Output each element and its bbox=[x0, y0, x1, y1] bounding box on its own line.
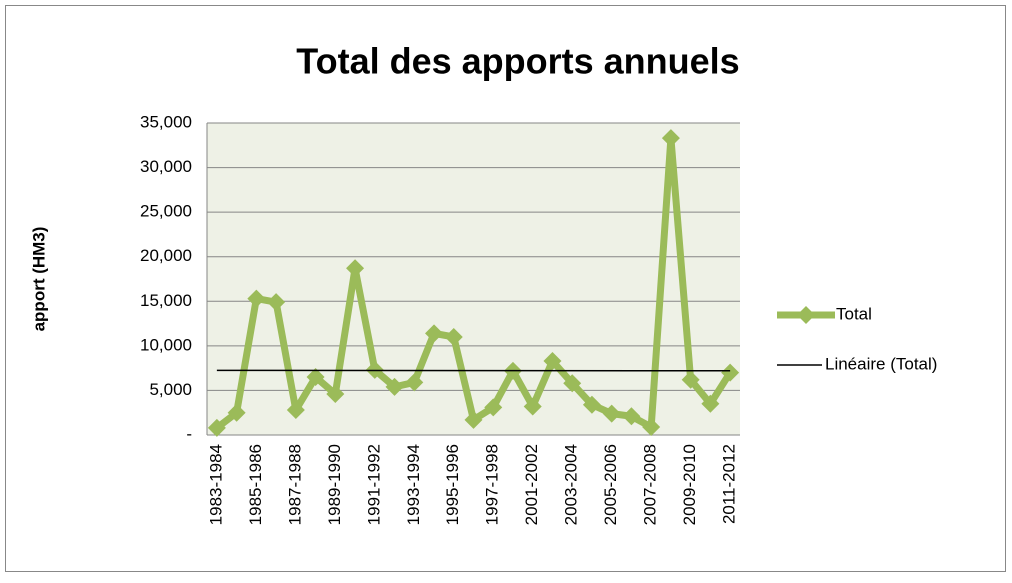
y-tick-label: 5,000 bbox=[149, 380, 192, 399]
x-tick-label: 1989-1990 bbox=[325, 444, 344, 525]
x-tick-label: 2003-2004 bbox=[562, 444, 581, 525]
x-tick-label: 2007-2008 bbox=[641, 444, 660, 525]
x-tick-label: 2011-2012 bbox=[720, 444, 739, 524]
x-tick-label: 1997-1998 bbox=[483, 444, 502, 525]
y-tick-label: - bbox=[186, 424, 192, 443]
chart-title: Total des apports annuels bbox=[296, 41, 739, 82]
y-tick-label: 20,000 bbox=[140, 246, 192, 265]
x-tick-label: 1987-1988 bbox=[285, 444, 304, 525]
y-tick-label: 25,000 bbox=[140, 202, 192, 221]
x-tick-label: 2005-2006 bbox=[601, 444, 620, 525]
x-tick-label: 2001-2002 bbox=[522, 444, 541, 525]
legend-label: Total bbox=[836, 304, 872, 323]
x-tick-label: 1985-1986 bbox=[246, 444, 265, 525]
x-tick-label: 1991-1992 bbox=[364, 444, 383, 525]
y-tick-label: 15,000 bbox=[140, 291, 192, 310]
y-axis-label: apport (HM3) bbox=[29, 227, 48, 332]
x-tick-label: 1983-1984 bbox=[206, 444, 225, 525]
y-tick-label: 35,000 bbox=[140, 112, 192, 131]
legend-label: Linéaire (Total) bbox=[825, 354, 937, 373]
y-tick-label: 30,000 bbox=[140, 157, 192, 176]
y-tick-label: 10,000 bbox=[140, 335, 192, 354]
x-tick-label: 1993-1994 bbox=[404, 444, 423, 525]
x-tick-label: 1995-1996 bbox=[443, 444, 462, 525]
x-tick-label: 2009-2010 bbox=[680, 444, 699, 525]
